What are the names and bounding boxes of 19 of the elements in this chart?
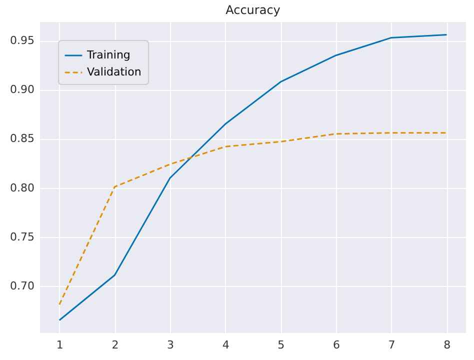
legend-label: Validation (87, 66, 142, 78)
x-tick-label: 1 (56, 338, 64, 352)
line-series (58, 132, 448, 306)
legend-label: Training (86, 48, 130, 62)
x-tick-label: 4 (222, 338, 230, 352)
y-tick-label: 0.85 (10, 132, 34, 146)
x-tick-label: 3 (167, 338, 174, 352)
x-tick-label: 2 (112, 338, 119, 352)
y-tick-label: 0.80 (10, 181, 34, 194)
y-tick-label: 0.95 (10, 34, 34, 48)
x-tick-label: 5 (278, 338, 285, 352)
x-tick-label: 8 (444, 338, 451, 352)
y-tick-label: 0.75 (10, 230, 34, 244)
chart-title: Accuracy (226, 3, 280, 17)
x-tick-label: 7 (388, 338, 396, 352)
x-tick-label: 6 (332, 338, 340, 352)
y-tick-label: 0.70 (10, 279, 34, 292)
y-tick-label: 0.90 (10, 83, 34, 96)
line-series (58, 34, 448, 321)
